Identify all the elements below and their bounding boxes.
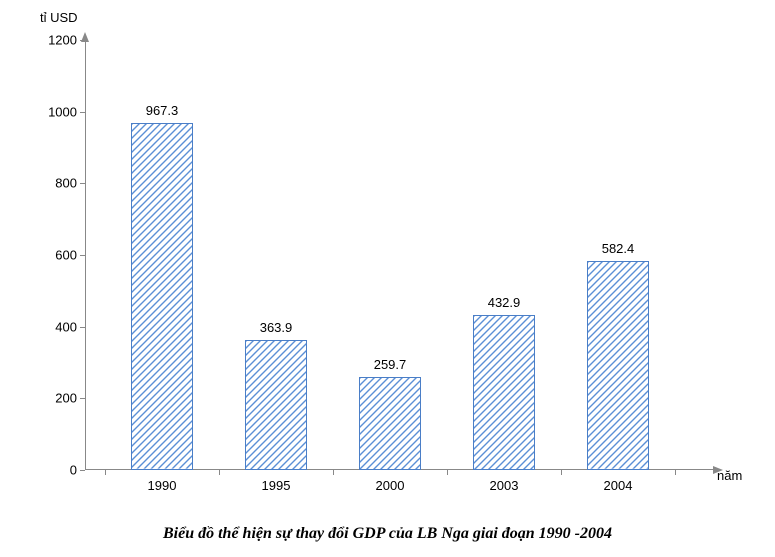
chart-container: tỉ USD 0200400600800100012001990967.3199… <box>40 10 740 500</box>
x-tick <box>447 470 448 475</box>
bar-value-label: 363.9 <box>260 320 293 335</box>
bar: 967.3 <box>131 123 194 470</box>
y-tick <box>80 112 85 113</box>
bar-value-label: 967.3 <box>146 103 179 118</box>
x-tick <box>219 470 220 475</box>
y-tick-label: 200 <box>55 391 77 406</box>
x-tick-label: 2003 <box>490 478 519 493</box>
bar-value-label: 259.7 <box>374 357 407 372</box>
y-tick-label: 600 <box>55 248 77 263</box>
bar: 582.4 <box>587 261 650 470</box>
x-tick <box>105 470 106 475</box>
y-tick-label: 1000 <box>48 104 77 119</box>
x-tick <box>675 470 676 475</box>
y-tick <box>80 255 85 256</box>
y-tick <box>80 327 85 328</box>
bar-value-label: 582.4 <box>602 241 635 256</box>
chart-caption: Biểu đồ thể hiện sự thay đổi GDP của LB … <box>0 525 775 543</box>
plot-area: 0200400600800100012001990967.31995363.92… <box>85 40 715 470</box>
y-axis <box>85 40 86 470</box>
y-tick-label: 800 <box>55 176 77 191</box>
x-tick-label: 2000 <box>376 478 405 493</box>
x-tick <box>561 470 562 475</box>
bar-value-label: 432.9 <box>488 295 521 310</box>
bar: 363.9 <box>245 340 308 470</box>
x-tick <box>333 470 334 475</box>
y-tick <box>80 398 85 399</box>
y-tick <box>80 470 85 471</box>
x-tick-label: 1990 <box>148 478 177 493</box>
y-tick-label: 400 <box>55 319 77 334</box>
bar: 259.7 <box>359 377 422 470</box>
x-axis-unit-label: năm <box>717 468 742 483</box>
y-tick-label: 0 <box>70 463 77 478</box>
y-axis-unit-label: tỉ USD <box>40 10 78 25</box>
x-tick-label: 1995 <box>262 478 291 493</box>
y-tick <box>80 40 85 41</box>
bar: 432.9 <box>473 315 536 470</box>
y-tick-label: 1200 <box>48 33 77 48</box>
x-tick-label: 2004 <box>604 478 633 493</box>
y-tick <box>80 183 85 184</box>
